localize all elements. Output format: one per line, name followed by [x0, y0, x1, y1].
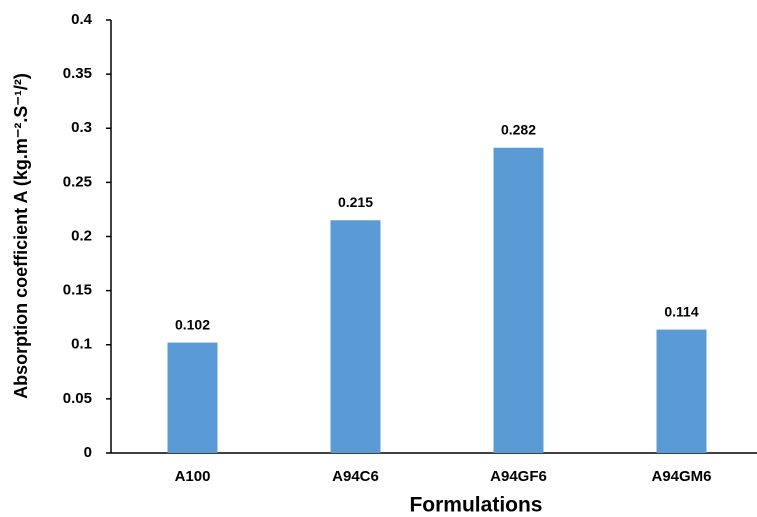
value-label: 0.215 — [338, 194, 373, 210]
y-tick-label: 0.25 — [63, 173, 92, 190]
value-label: 0.102 — [175, 316, 210, 332]
y-tick-label: 0.1 — [71, 336, 92, 353]
bar — [167, 342, 218, 453]
value-label: 0.114 — [664, 303, 698, 319]
y-tick-label: 0.3 — [71, 119, 92, 136]
value-label: 0.282 — [501, 121, 536, 137]
x-tick-label: A94GM6 — [651, 468, 711, 485]
y-tick-label: 0.2 — [71, 227, 92, 244]
y-tick-label: 0 — [84, 444, 92, 461]
x-tick-label: A100 — [175, 468, 211, 485]
x-tick-label: A94GF6 — [490, 468, 547, 485]
x-axis-title: Formulations — [409, 494, 542, 517]
bar — [656, 329, 707, 453]
y-tick-label: 0.35 — [63, 65, 92, 82]
y-tick-label: 0.05 — [63, 390, 92, 407]
y-tick-label: 0.15 — [63, 282, 92, 299]
bar — [330, 220, 381, 453]
y-tick-label: 0.4 — [71, 11, 93, 28]
bar — [493, 147, 544, 454]
y-axis-title: Absorption coefficient A (kg.m⁻².S⁻¹/²) — [11, 73, 31, 399]
x-tick-label: A94C6 — [332, 468, 379, 485]
